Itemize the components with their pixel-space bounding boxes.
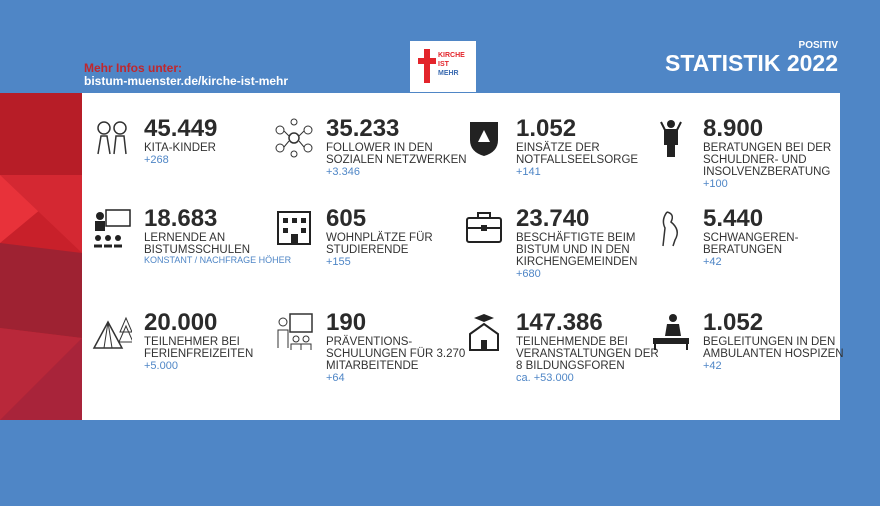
header-title-block: POSITIV STATISTIK 2022 [665,40,838,75]
stat-number: 20.000 [144,309,218,336]
stat-label: TEILNEHMER BEI FERIENFREIZEITEN [144,336,254,360]
stat-number: 5.440 [703,205,764,232]
stat-number: 1.052 [703,309,764,336]
stat-change: +141 [516,166,541,178]
stat-number: 147.386 [516,309,603,336]
stat-label: TEILNEHMENDE BEI VERANSTALTUNGEN DER 8 B… [516,336,659,372]
header-info: Mehr Infos unter: bistum-muenster.de/kir… [84,62,288,88]
stat-label: LERNENDE AN BISTUMSSCHULEN [144,232,251,256]
stat-change: KONSTANT / NACHFRAGE HÖHER [144,255,292,265]
care-bed-icon [651,312,691,352]
stat-change: +64 [326,372,345,384]
info-url[interactable]: bistum-muenster.de/kirche-ist-mehr [84,74,289,88]
kirche-ist-mehr-logo: KIRCHE IST MEHR [410,41,476,92]
building-icon [274,208,314,248]
stat-number: 45.449 [144,115,218,142]
stat-change: ca. +53.000 [516,372,574,384]
logo-text-2: IST [438,61,449,68]
pregnant-woman-icon [651,208,691,248]
stat-number: 8.900 [703,115,764,142]
stat-label: BEGLEITUNGEN IN DEN AMBULANTEN HOSPIZEN [703,336,844,360]
stat-number: 190 [326,309,367,336]
stat-label: KITA-KINDER [144,142,216,154]
stat-number: 23.740 [516,205,590,232]
stat-number: 35.233 [326,115,400,142]
stats-panel [0,93,840,420]
stat-number: 18.683 [144,205,218,232]
children-icon [92,118,132,158]
page-title: STATISTIK 2022 [665,50,838,76]
logo-text-3: MEHR [438,70,459,77]
pretitle: POSITIV [798,40,838,51]
graduation-house-icon [464,312,504,352]
classroom-icon [92,208,132,248]
stat-label: BERATUNGEN BEI DER SCHULDNER- UND INSOLV… [703,142,832,178]
stat-label: SCHWANGEREN-BERATUNGEN [703,232,799,256]
decorative-band [0,93,82,420]
stat-number: 1.052 [516,115,577,142]
stat-change: +42 [703,360,722,372]
stat-change: +268 [144,154,169,166]
stat-label: EINSÄTZE DER NOTFALLSEELSORGE [516,142,639,166]
stat-change: +155 [326,256,351,268]
cross-icon [418,49,436,83]
info-label: Mehr Infos unter: [84,61,182,75]
briefcase-icon [464,208,504,248]
presentation-icon [274,312,314,352]
stat-number: 605 [326,205,367,232]
stat-label: PRÄVENTIONS-SCHULUNGEN FÜR 3.270 MITARBE… [326,336,466,372]
network-icon [274,118,314,158]
shield-badge-icon [464,118,504,158]
stat-label: FOLLOWER IN DEN SOZIALEN NETZWERKEN [326,142,467,166]
stat-label: WOHNPLÄTZE FÜR STUDIERENDE [326,232,433,256]
stat-change: +42 [703,256,722,268]
stat-change: +100 [703,178,728,190]
logo-text-1: KIRCHE [438,52,465,59]
stat-change: +3.346 [326,166,360,178]
stat-change: +5.000 [144,360,178,372]
stressed-person-icon [651,118,691,158]
stat-change: +680 [516,268,541,280]
stat-label: BESCHÄFTIGTE BEIM BISTUM UND IN DEN KIRC… [516,232,638,268]
tent-icon [92,312,132,352]
